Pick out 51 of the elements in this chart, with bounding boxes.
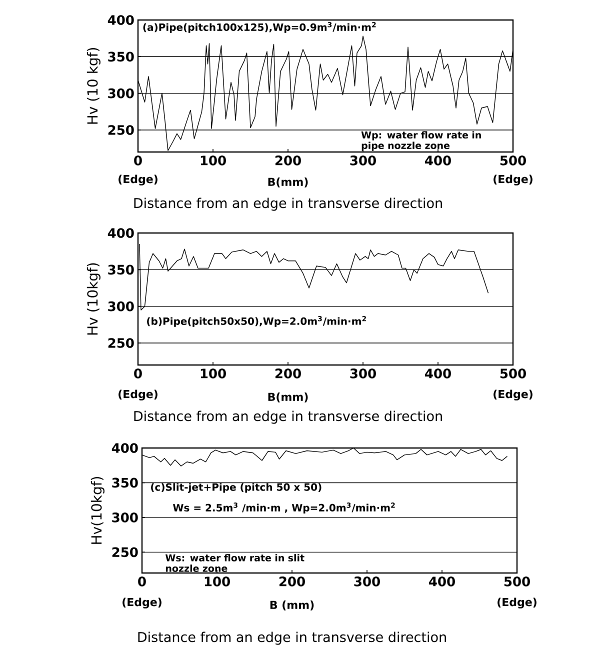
y-tick-label: 400 <box>108 228 134 238</box>
y-tick-label: 400 <box>112 443 138 453</box>
x-tick-label: 500 <box>500 156 526 166</box>
y-tick-label: 350 <box>108 264 134 275</box>
text: (Edge) <box>118 174 158 186</box>
text: Distance from an edge in transverse direction <box>138 632 446 645</box>
y-tick-label: 350 <box>112 478 138 488</box>
annotation: Wp: water flow rate in pipe nozzle zone <box>361 131 481 151</box>
x-tick-label: 100 <box>200 368 226 378</box>
text: Distance from an edge in transverse direction <box>134 198 442 211</box>
x-tick-label: 100 <box>200 156 226 166</box>
text: (Edge) <box>494 174 532 186</box>
x-tick-label: 200 <box>275 156 301 166</box>
x-tick-label: 300 <box>354 576 380 586</box>
y-tick-label: 300 <box>108 301 134 312</box>
annotation: (a)Pipe(pitch100x125),Wp=0.9m$^{3}$/min·m$^{2}$ <box>143 22 376 33</box>
x-axis-title: B(mm) <box>268 178 308 188</box>
y-tick-label: 350 <box>108 52 134 62</box>
y-axis-title: Hv (10kgf) <box>86 263 100 335</box>
text: Distance from an edge in transverse direction <box>134 410 442 424</box>
x-tick-label: 400 <box>429 576 455 586</box>
y-tick-label: 250 <box>108 338 134 348</box>
x-tick-label: 0 <box>138 576 146 586</box>
text: (Edge) <box>498 598 536 608</box>
y-axis-title: Hv(10kgf) <box>90 476 104 544</box>
x-tick-label: 0 <box>134 368 142 378</box>
y-tick-label: 300 <box>108 88 134 98</box>
x-tick-label: 200 <box>279 576 305 586</box>
annotation: Ws = 2.5m$^{3}$ /min·m , Wp=2.0m$^{3}$/min·m$^{2}$ <box>173 502 395 514</box>
x-tick-label: 400 <box>425 368 451 378</box>
x-axis-title: B(mm) <box>268 392 308 402</box>
text: (Edge) <box>122 598 162 608</box>
x-tick-label: 400 <box>425 156 451 166</box>
y-tick-label: 400 <box>108 15 134 25</box>
annotation: Ws: water flow rate in slit nozzle zone <box>165 554 304 572</box>
x-tick-label: 500 <box>504 576 530 586</box>
y-axis-title: Hv (10 kgf) <box>86 48 100 124</box>
x-tick-label: 300 <box>350 156 376 166</box>
x-tick-label: 100 <box>204 576 230 586</box>
x-tick-label: 0 <box>134 156 142 166</box>
y-tick-label: 250 <box>108 125 134 135</box>
annotation: (b)Pipe(pitch50x50),Wp=2.0m$^{3}$/min·m$^{2}$ <box>147 316 366 327</box>
y-tick-label: 300 <box>112 512 138 522</box>
x-tick-label: 300 <box>350 368 376 378</box>
x-tick-label: 200 <box>275 368 301 378</box>
text: (Edge) <box>494 390 532 400</box>
x-axis-title: B (mm) <box>270 600 314 610</box>
text: (Edge) <box>118 390 158 400</box>
annotation: (c)Slit-jet+Pipe (pitch 50 x 50) <box>151 483 322 493</box>
y-tick-label: 250 <box>112 547 138 558</box>
x-tick-label: 500 <box>500 368 526 378</box>
